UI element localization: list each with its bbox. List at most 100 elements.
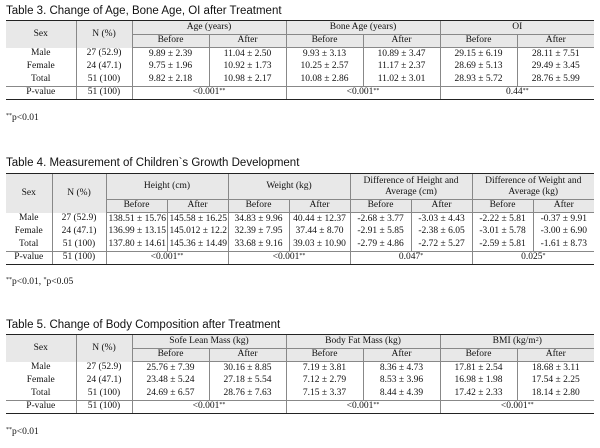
pvalue-cell: 0.047* <box>349 251 473 265</box>
cell: 145.012 ± 12.21 <box>166 225 229 239</box>
table5-pvalue-row: P-value 51 (100) <0.001** <0.001** <0.00… <box>6 400 595 414</box>
cell: 32.39 ± 7.95 <box>227 225 290 239</box>
cell: 37.44 ± 8.70 <box>288 225 351 239</box>
table4-header-n: N (%) <box>51 173 106 213</box>
table4: Sex N (%) Height (cm) Weight (kg) Differ… <box>6 173 595 265</box>
cell: 9.89 ± 2.39 <box>131 47 209 61</box>
cell: 137.80 ± 14.61 <box>105 238 167 252</box>
cell: -3.03 ± 4.43 <box>410 212 473 226</box>
row-sex: Total <box>6 238 52 252</box>
table3: Sex N (%) Age (years) Bone Age (years) O… <box>6 20 595 100</box>
table3-sub-before: Before <box>285 34 364 48</box>
cell: 27.18 ± 5.54 <box>208 374 287 388</box>
cell: 138.51 ± 15.76 <box>105 212 167 226</box>
table3-header-oi: OI <box>439 20 595 35</box>
table4-caption: Table 4. Measurement of Children`s Growt… <box>6 157 300 169</box>
cell: 8.53 ± 3.96 <box>362 374 441 388</box>
cell: 28.76 ± 7.63 <box>208 387 287 401</box>
cell: -2.22 ± 5.81 <box>471 212 534 226</box>
cell: -2.72 ± 5.27 <box>410 238 473 252</box>
pvalue-cell: 0.44** <box>439 86 595 100</box>
cell: 8.44 ± 4.39 <box>362 387 441 401</box>
cell: 10.25 ± 2.57 <box>285 60 364 74</box>
pvalue-n: 51 (100) <box>51 251 106 265</box>
cell: 16.98 ± 1.98 <box>439 374 518 388</box>
table3-sub-after: After <box>362 34 441 48</box>
table5-header-row: Sex N (%) Sofe Lean Mass (kg) Body Fat M… <box>6 334 595 362</box>
table3-caption: Table 3. Change of Age, Bone Age, OI aft… <box>6 5 282 17</box>
table5-caption: Table 5. Change of Body Composition afte… <box>6 319 281 331</box>
cell: 39.03 ± 10.90 <box>288 238 351 252</box>
row-n: 27 (52.9) <box>75 47 132 61</box>
table5-header-n: N (%) <box>75 334 132 362</box>
cell: 11.02 ± 3.01 <box>362 73 441 87</box>
table-row: Total 51 (100) 137.80 ± 14.61 145.36 ± 1… <box>6 238 595 252</box>
table4-sub-after: After <box>166 199 229 213</box>
cell: 9.93 ± 3.13 <box>285 47 364 61</box>
cell: 33.68 ± 9.16 <box>227 238 290 252</box>
cell: 145.58 ± 16.25 <box>166 212 229 226</box>
pvalue-label: P-value <box>6 400 76 414</box>
cell: 17.42 ± 2.33 <box>439 387 518 401</box>
cell: -3.01 ± 5.78 <box>471 225 534 239</box>
table3-header-row: Sex N (%) Age (years) Bone Age (years) O… <box>6 20 595 48</box>
pvalue-label: P-value <box>6 86 76 100</box>
cell: 10.89 ± 3.47 <box>362 47 441 61</box>
cell: 28.76 ± 5.99 <box>516 73 595 87</box>
cell: 30.16 ± 8.85 <box>208 361 287 375</box>
table5-subheader-row: Before After Before After Before After <box>6 348 595 362</box>
row-n: 51 (100) <box>75 73 132 87</box>
pvalue-cell: <0.001** <box>227 251 351 265</box>
table3-subheader-row: Before After Before After Before After <box>6 34 595 48</box>
table5-sub-after: After <box>516 348 595 362</box>
row-sex: Female <box>26 375 55 386</box>
table5-sub-after: After <box>208 348 287 362</box>
table4-header-sex: Sex <box>6 173 52 213</box>
pvalue-label: P-value <box>6 251 52 265</box>
cell: 28.11 ± 7.51 <box>516 47 595 61</box>
row-sex: Male <box>18 213 39 224</box>
row-sex: Male <box>30 48 51 59</box>
table5-sub-before: Before <box>439 348 518 362</box>
cell: 136.99 ± 13.15 <box>105 225 167 239</box>
cell: -2.38 ± 6.05 <box>410 225 473 239</box>
table3-header-n: N (%) <box>75 20 132 48</box>
row-sex: Total <box>6 73 76 87</box>
table5-header-sex: Sex <box>6 334 76 362</box>
table5-sub-after: After <box>362 348 441 362</box>
cell: 25.76 ± 7.39 <box>131 361 209 375</box>
table3-pvalue-row: P-value 51 (100) <0.001** <0.001** 0.44*… <box>6 86 595 100</box>
pvalue-n: 51 (100) <box>75 400 132 414</box>
row-n: 24 (47.1) <box>75 374 132 388</box>
cell: 17.54 ± 2.25 <box>516 374 595 388</box>
table-row: Female 24 (47.1) 9.75 ± 1.96 10.92 ± 1.7… <box>6 60 595 74</box>
cell: 7.19 ± 3.81 <box>285 361 364 375</box>
table-row: Male 27 (52.9) 25.76 ± 7.39 30.16 ± 8.85… <box>6 361 595 375</box>
row-n: 51 (100) <box>75 387 132 401</box>
cell: 11.04 ± 2.50 <box>208 47 287 61</box>
row-sex: Female <box>26 61 55 72</box>
table4-sub-before: Before <box>349 199 412 213</box>
cell: -3.00 ± 6.90 <box>532 225 595 239</box>
cell: 9.75 ± 1.96 <box>131 60 209 74</box>
cell: 10.92 ± 1.73 <box>208 60 287 74</box>
cell: 7.15 ± 3.37 <box>285 387 364 401</box>
cell: -2.68 ± 3.77 <box>349 212 412 226</box>
cell: 10.98 ± 2.17 <box>208 73 287 87</box>
table-row: Total 51 (100) 9.82 ± 2.18 10.98 ± 2.17 … <box>6 73 595 87</box>
pvalue-cell: <0.001** <box>285 86 441 100</box>
table4-header-height: Height (cm) <box>105 173 229 200</box>
cell: 11.17 ± 2.37 <box>362 60 441 74</box>
table-row: Male 27 (52.9) 138.51 ± 15.76 145.58 ± 1… <box>6 212 595 226</box>
cell: 18.14 ± 2.80 <box>516 387 595 401</box>
table4-sub-before: Before <box>227 199 290 213</box>
table3-header-bone-age: Bone Age (years) <box>285 20 441 35</box>
pvalue-cell: <0.001** <box>105 251 229 265</box>
table3-header-age: Age (years) <box>131 20 287 35</box>
row-n: 27 (52.9) <box>51 212 106 226</box>
pvalue-cell: 0.025* <box>471 251 595 265</box>
cell: 8.36 ± 4.73 <box>362 361 441 375</box>
table5-header-bmi: BMI (kg/m2) <box>439 334 595 349</box>
pvalue-cell: <0.001** <box>285 400 441 414</box>
table3-sub-before: Before <box>131 34 209 48</box>
